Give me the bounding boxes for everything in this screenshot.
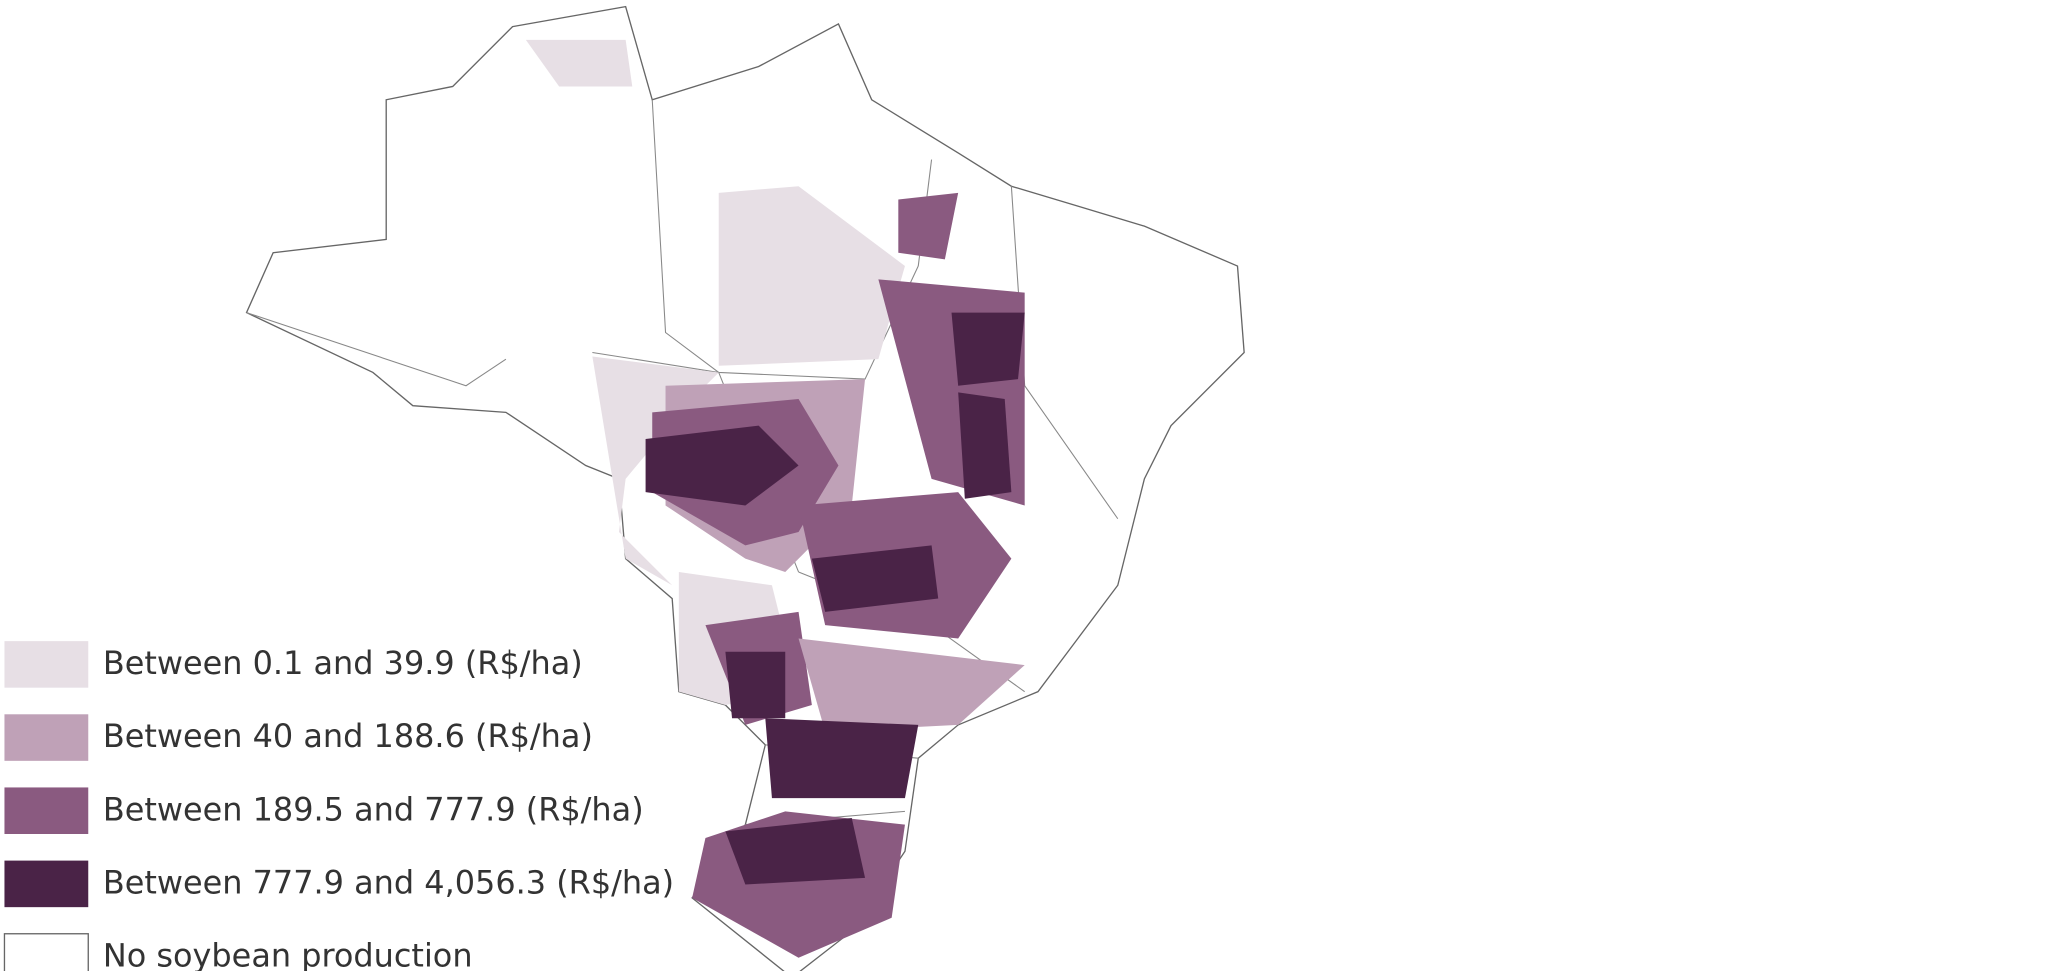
region-medium-light <box>798 638 1025 732</box>
legend-label: Between 40 and 188.6 (R$/ha) <box>103 717 593 755</box>
legend-swatch <box>3 933 89 971</box>
region-dark <box>811 545 939 612</box>
region-dark <box>951 312 1025 386</box>
soy-regions <box>525 39 1025 958</box>
legend: Between 0.1 and 39.9 (R$/ha) Between 40 a… <box>3 641 674 971</box>
region-dark <box>725 651 786 719</box>
region-light <box>525 39 633 87</box>
legend-swatch <box>4 714 89 761</box>
region-dark <box>645 425 799 506</box>
region-dark <box>725 818 866 885</box>
region-light <box>718 186 905 366</box>
legend-label: Between 0.1 and 39.9 (R$/ha) <box>103 644 583 682</box>
legend-swatch <box>4 860 89 908</box>
region-light <box>592 356 719 586</box>
brazil-map <box>245 5 1245 971</box>
legend-label: Between 777.9 and 4,056.3 (R$/ha) <box>103 864 674 902</box>
legend-label: No soybean production <box>103 937 473 971</box>
region-dark <box>765 718 919 799</box>
legend-label: Between 189.5 and 777.9 (R$/ha) <box>103 790 644 828</box>
legend-swatch <box>4 787 89 834</box>
region-dark <box>958 392 1012 499</box>
legend-swatch <box>4 641 89 688</box>
region-medium <box>898 192 959 260</box>
